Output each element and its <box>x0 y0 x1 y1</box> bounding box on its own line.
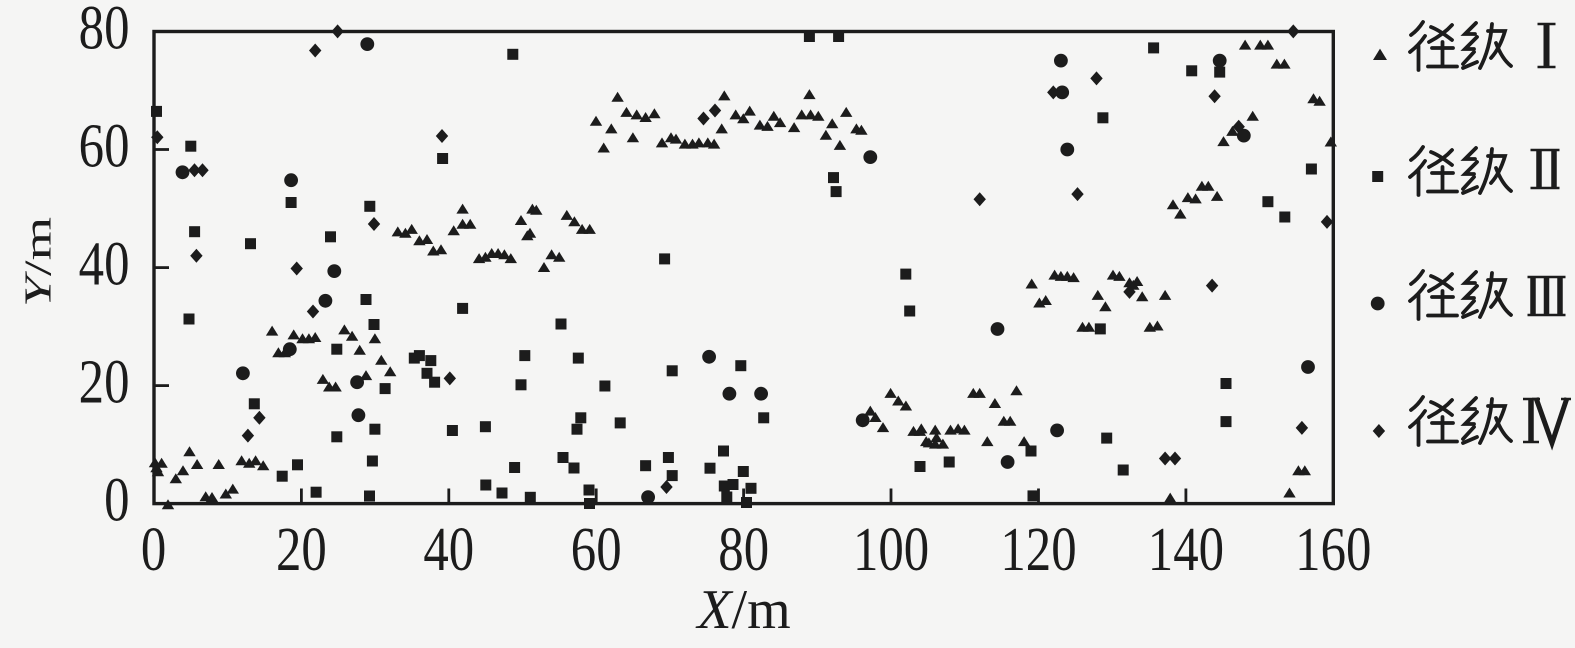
svg-text:60: 60 <box>571 515 622 584</box>
svg-text:100: 100 <box>853 515 929 584</box>
svg-text:40: 40 <box>79 230 130 299</box>
svg-text:20: 20 <box>79 348 130 417</box>
svg-text:60: 60 <box>79 112 130 181</box>
svg-text:0: 0 <box>141 515 166 584</box>
svg-text:80: 80 <box>718 515 769 584</box>
svg-text:160: 160 <box>1295 515 1371 584</box>
svg-text:40: 40 <box>423 515 474 584</box>
svg-text:Y/m: Y/m <box>17 217 59 307</box>
svg-text:120: 120 <box>1000 515 1076 584</box>
svg-text:0: 0 <box>104 466 129 535</box>
svg-text:X/m: X/m <box>695 579 790 641</box>
svg-text:20: 20 <box>276 515 327 584</box>
svg-text:80: 80 <box>79 0 130 63</box>
svg-text:140: 140 <box>1148 515 1224 584</box>
